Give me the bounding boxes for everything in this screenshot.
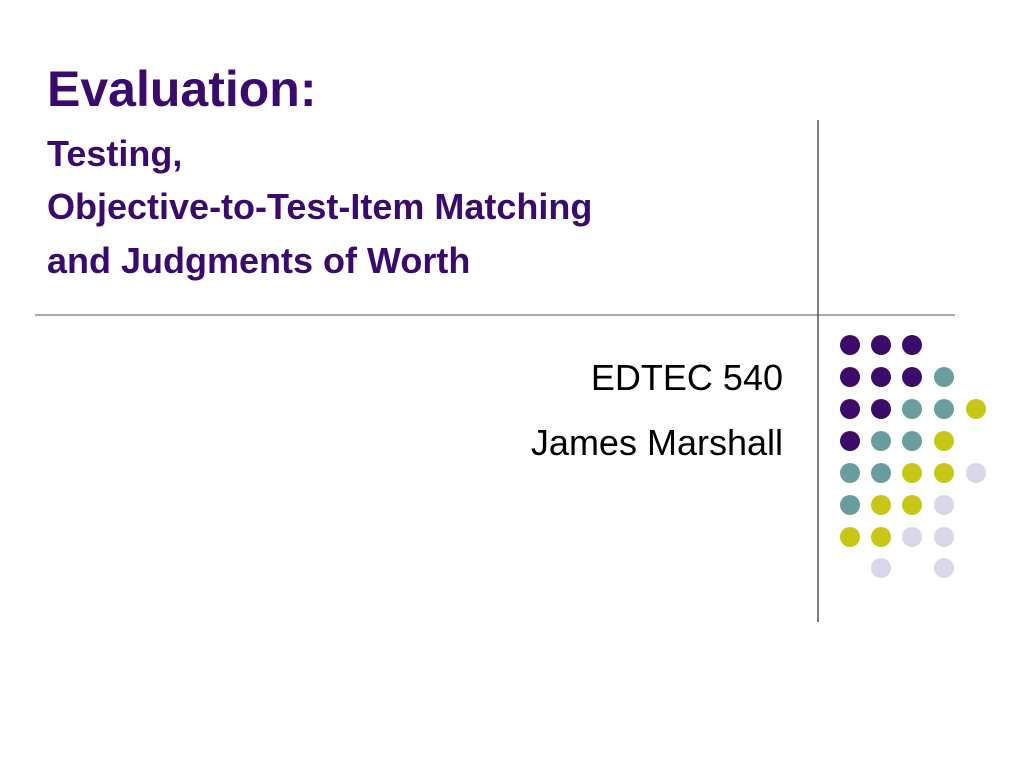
dot	[871, 495, 891, 515]
dot	[934, 463, 954, 483]
dot	[902, 463, 922, 483]
dot	[840, 335, 860, 355]
dot	[966, 463, 986, 483]
dot	[934, 399, 954, 419]
dot	[871, 335, 891, 355]
dot	[966, 399, 986, 419]
dot	[871, 558, 891, 578]
dot	[934, 558, 954, 578]
dot	[934, 431, 954, 451]
dot	[840, 463, 860, 483]
dot	[902, 367, 922, 387]
dot-pattern	[840, 335, 986, 578]
dot	[902, 495, 922, 515]
dot	[902, 399, 922, 419]
dot	[934, 527, 954, 547]
dot	[934, 367, 954, 387]
dot	[902, 335, 922, 355]
dot	[871, 367, 891, 387]
dot	[934, 495, 954, 515]
dot	[840, 431, 860, 451]
dot	[871, 431, 891, 451]
dot	[840, 527, 860, 547]
title-line: and Judgments of Worth	[47, 240, 470, 281]
title-line: Objective-to-Test-Item Matching	[47, 186, 592, 227]
dot	[840, 495, 860, 515]
dot	[871, 527, 891, 547]
dot	[902, 431, 922, 451]
subtitle-line: EDTEC 540	[591, 357, 783, 398]
dot	[902, 527, 922, 547]
title-heading: Evaluation:	[47, 61, 316, 117]
dot	[871, 399, 891, 419]
dot	[840, 367, 860, 387]
subtitle-line: James Marshall	[531, 422, 783, 463]
dot	[871, 463, 891, 483]
dot	[840, 399, 860, 419]
title-line: Testing,	[47, 133, 182, 174]
